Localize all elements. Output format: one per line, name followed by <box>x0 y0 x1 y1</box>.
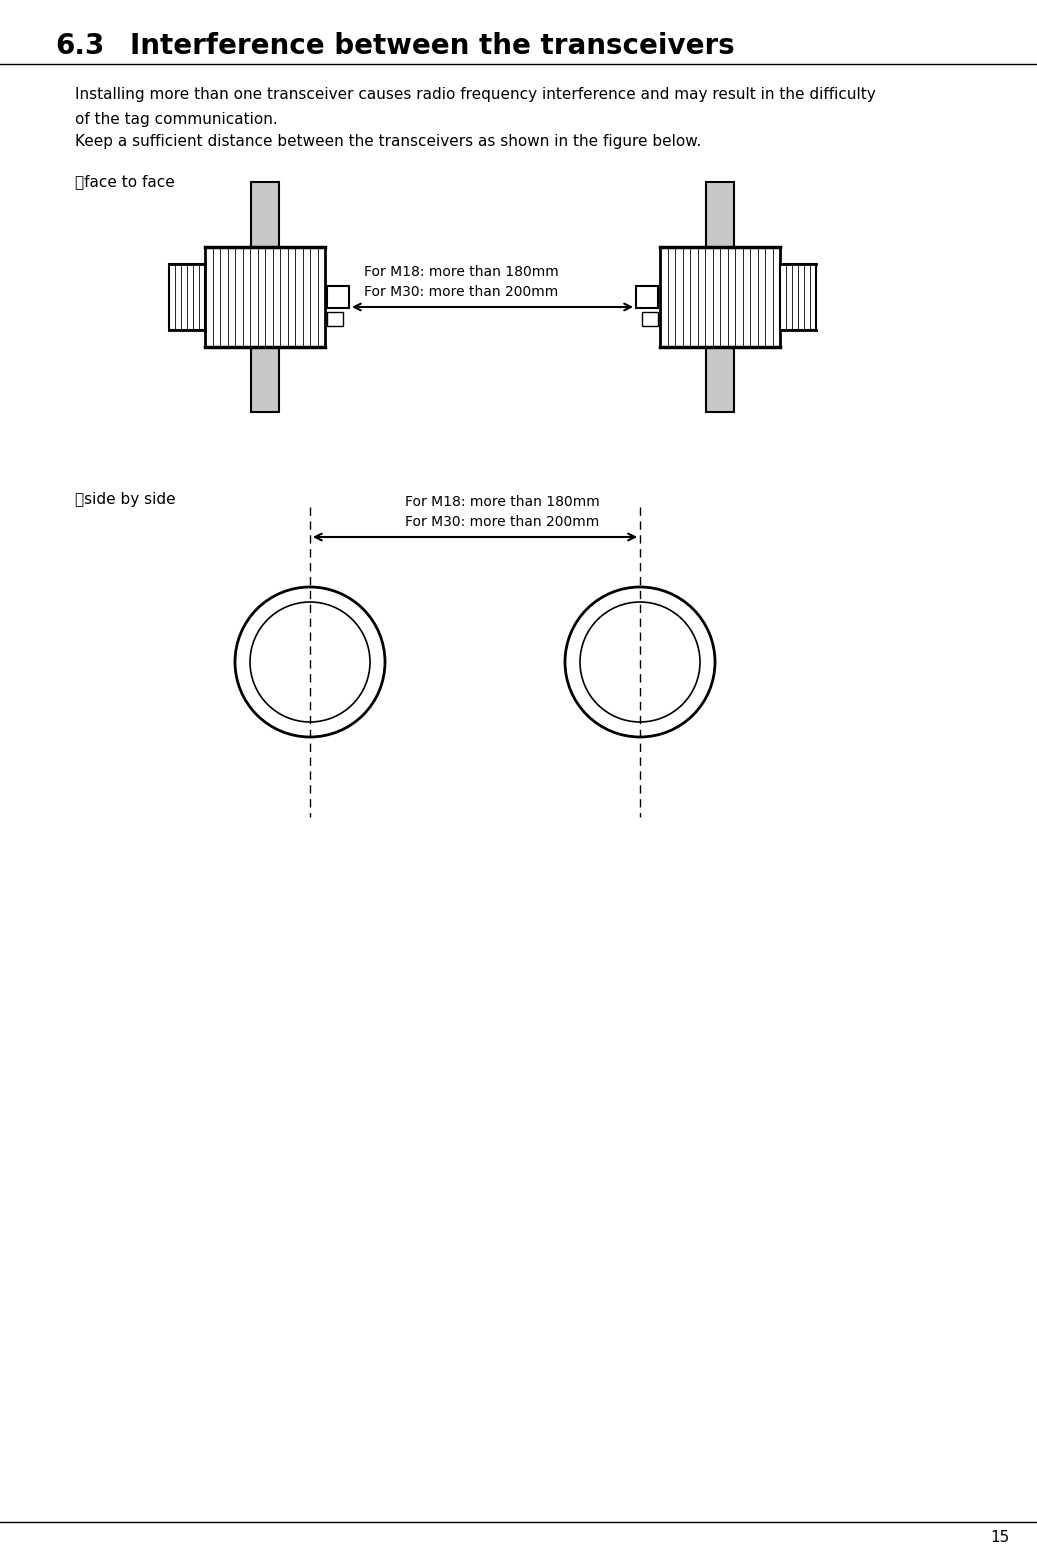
Text: For M18: more than 180mm: For M18: more than 180mm <box>405 495 599 509</box>
Bar <box>327 286 349 307</box>
Text: Keep a sufficient distance between the transceivers as shown in the figure below: Keep a sufficient distance between the t… <box>75 133 701 149</box>
Text: 6.3: 6.3 <box>55 33 105 61</box>
Bar <box>780 264 816 331</box>
Bar <box>642 312 658 326</box>
Text: For M30: more than 200mm: For M30: more than 200mm <box>364 286 558 300</box>
Bar <box>251 182 279 411</box>
Text: 15: 15 <box>990 1530 1010 1544</box>
Bar <box>327 312 343 326</box>
Text: For M30: more than 200mm: For M30: more than 200mm <box>405 515 599 529</box>
Text: of the tag communication.: of the tag communication. <box>75 112 278 127</box>
Text: ・side by side: ・side by side <box>75 492 175 508</box>
Text: Installing more than one transceiver causes radio frequency interference and may: Installing more than one transceiver cau… <box>75 87 876 102</box>
Text: ・face to face: ・face to face <box>75 174 175 189</box>
Bar <box>706 182 734 411</box>
Bar <box>169 264 205 331</box>
Text: For M18: more than 180mm: For M18: more than 180mm <box>364 265 559 279</box>
Bar <box>636 286 658 307</box>
Text: Interference between the transceivers: Interference between the transceivers <box>130 33 735 61</box>
Bar <box>205 247 325 348</box>
Bar <box>660 247 780 348</box>
